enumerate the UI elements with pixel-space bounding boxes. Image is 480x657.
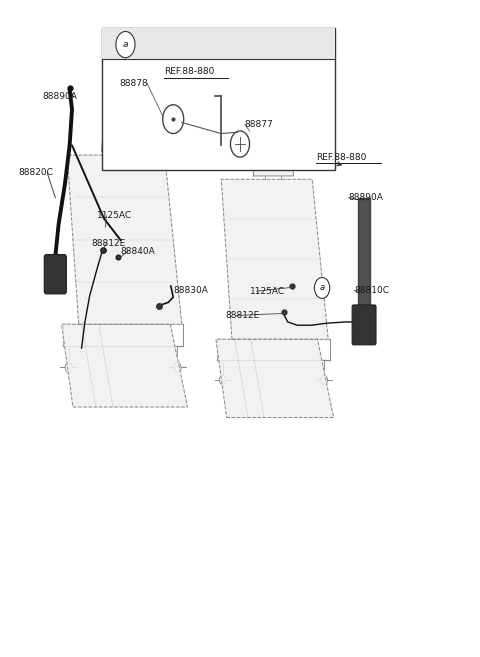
FancyBboxPatch shape xyxy=(44,254,66,294)
Text: 88830A: 88830A xyxy=(173,286,208,295)
FancyBboxPatch shape xyxy=(352,305,376,345)
Polygon shape xyxy=(253,135,293,176)
Bar xyxy=(102,28,336,170)
Text: a: a xyxy=(123,40,128,49)
Text: 1125AC: 1125AC xyxy=(250,286,285,296)
Text: a: a xyxy=(320,283,324,292)
Circle shape xyxy=(65,363,72,373)
Text: 88840A: 88840A xyxy=(120,247,156,256)
Text: 88877: 88877 xyxy=(245,120,274,129)
Polygon shape xyxy=(102,108,144,152)
Text: 88878: 88878 xyxy=(120,79,148,87)
Circle shape xyxy=(230,131,250,157)
Polygon shape xyxy=(67,155,182,325)
Polygon shape xyxy=(61,325,188,407)
Circle shape xyxy=(116,32,135,58)
Text: 1125AC: 1125AC xyxy=(97,212,132,221)
Bar xyxy=(102,28,336,58)
Text: 88812E: 88812E xyxy=(91,239,125,248)
Polygon shape xyxy=(359,198,370,315)
Text: 88812E: 88812E xyxy=(226,311,260,320)
Text: REF.88-880: REF.88-880 xyxy=(164,67,214,76)
Circle shape xyxy=(174,363,181,373)
Polygon shape xyxy=(221,179,328,339)
Circle shape xyxy=(314,277,330,298)
Text: REF.88-880: REF.88-880 xyxy=(316,152,367,162)
Text: 88890A: 88890A xyxy=(349,193,384,202)
Circle shape xyxy=(321,375,327,384)
Polygon shape xyxy=(216,339,334,417)
Text: 88810C: 88810C xyxy=(355,286,390,295)
Circle shape xyxy=(219,375,226,384)
Circle shape xyxy=(163,104,184,133)
Text: 88820C: 88820C xyxy=(18,168,53,177)
Text: 88890A: 88890A xyxy=(42,92,77,101)
